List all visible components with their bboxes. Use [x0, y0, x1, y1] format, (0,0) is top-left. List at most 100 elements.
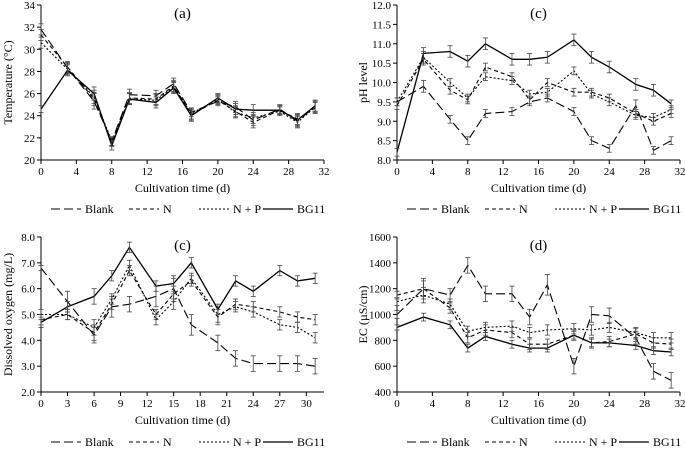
x-tick-label: 4 — [74, 166, 80, 178]
x-tick-label: 9 — [118, 398, 124, 410]
series-line — [40, 42, 316, 143]
series-line — [396, 56, 672, 118]
y-tick-label: 10.5 — [372, 58, 392, 70]
x-tick-label: 24 — [604, 398, 616, 410]
series-n — [394, 280, 674, 350]
y-tick-label: 8.0 — [21, 232, 35, 244]
x-axis-label: Cultivation time (d) — [491, 413, 586, 427]
series-n — [38, 265, 318, 341]
y-tick-label: 1000 — [369, 310, 392, 322]
y-tick-label: 12.0 — [372, 0, 392, 12]
series-blank — [38, 23, 318, 147]
y-tick-label: 32 — [24, 22, 35, 34]
legend-label: Blank — [441, 202, 470, 216]
x-tick-label: 0 — [394, 398, 400, 410]
x-tick-label: 4 — [430, 166, 436, 178]
chart-panel-3: 0 3 6 9 12 15 18 21 24 27 30 2.0 3.0 4.0 5.0 6.0 7.0 8.0 (… — [1, 232, 325, 449]
x-tick-label: 24 — [248, 166, 260, 178]
chart-panel-4: 0 4 8 12 16 20 24 28 32 400 600 800 1000 1200 1400 1600… — [356, 232, 685, 449]
legend-label: N — [519, 435, 528, 449]
legend-label: N — [163, 435, 172, 449]
legend-label: N — [163, 202, 172, 216]
y-tick-label: 1200 — [369, 284, 392, 296]
y-axis-label: EC (µS/cm) — [356, 286, 370, 344]
series-bg11 — [38, 64, 318, 151]
x-tick-label: 0 — [394, 166, 400, 178]
y-tick-label: 5.0 — [21, 310, 35, 322]
y-tick-label: 26 — [24, 89, 36, 101]
series-n — [38, 28, 318, 148]
chart-title: (d) — [530, 238, 548, 254]
series-blank — [394, 80, 674, 155]
x-tick-label: 3 — [65, 398, 71, 410]
x-tick-label: 28 — [639, 398, 651, 410]
legend-label: Blank — [85, 435, 114, 449]
x-tick-label: 4 — [430, 398, 436, 410]
x-tick-label: 20 — [568, 398, 580, 410]
y-axis-label: Dissolved oxygen (mg/L) — [1, 253, 15, 376]
series-n-p — [38, 259, 318, 344]
series-blank — [394, 257, 674, 389]
x-tick-label: 30 — [301, 398, 313, 410]
y-tick-label: 30 — [24, 44, 36, 56]
series-line — [396, 39, 672, 153]
x-tick-label: 21 — [221, 398, 232, 410]
y-tick-label: 28 — [24, 66, 36, 78]
chart-title: (c) — [174, 238, 191, 254]
x-tick-label: 15 — [168, 398, 180, 410]
x-tick-label: 28 — [283, 166, 295, 178]
series-bg11 — [38, 241, 318, 328]
y-tick-label: 800 — [375, 335, 392, 347]
x-tick-label: 24 — [604, 166, 616, 178]
y-tick-label: 1400 — [369, 258, 392, 270]
series-line — [40, 269, 316, 334]
series-line — [40, 246, 316, 323]
x-tick-label: 28 — [639, 166, 651, 178]
x-tick-label: 8 — [109, 166, 115, 178]
series-n — [394, 53, 674, 126]
x-tick-label: 16 — [533, 398, 545, 410]
legend-label: N + P — [233, 202, 261, 216]
series-bg11 — [394, 312, 674, 357]
legend: Blank N N + P BG11 — [51, 202, 325, 216]
series-n-p — [394, 51, 674, 122]
y-tick-label: 10.0 — [372, 78, 392, 90]
y-tick-label: 4.0 — [21, 335, 35, 347]
legend-label: BG11 — [653, 202, 681, 216]
y-tick-label: 9.5 — [377, 97, 391, 109]
y-tick-label: 20 — [24, 155, 36, 167]
x-tick-label: 32 — [675, 166, 685, 178]
y-axis-label: Temperature (°C) — [1, 40, 15, 124]
series-line — [40, 69, 316, 148]
chart-panel-1: 0 4 8 12 16 20 24 28 32 20 22 24 26 28 30 32 34 (a) Cultiv… — [1, 0, 330, 216]
x-tick-label: 27 — [274, 398, 286, 410]
y-tick-label: 11.5 — [372, 19, 391, 31]
legend-label: N + P — [589, 202, 617, 216]
x-axis-label: Cultivation time (d) — [135, 413, 230, 427]
legend-label: Blank — [441, 435, 470, 449]
x-axis-label: Cultivation time (d) — [491, 181, 586, 195]
y-tick-label: 6.0 — [21, 284, 35, 296]
y-tick-label: 9.0 — [377, 116, 391, 128]
legend-label: N + P — [589, 435, 617, 449]
series-bg11 — [394, 33, 674, 157]
x-tick-label: 6 — [91, 398, 97, 410]
y-tick-label: 2.0 — [21, 387, 35, 399]
series-blank — [38, 265, 318, 375]
x-tick-label: 12 — [142, 166, 153, 178]
x-tick-label: 16 — [177, 166, 189, 178]
x-tick-label: 12 — [498, 398, 509, 410]
x-tick-label: 8 — [465, 166, 471, 178]
chart-title: (c) — [530, 6, 547, 22]
series-line — [396, 288, 672, 345]
y-tick-label: 400 — [375, 387, 392, 399]
x-tick-label: 18 — [195, 398, 207, 410]
legend-label: Blank — [85, 202, 114, 216]
x-tick-label: 20 — [212, 166, 224, 178]
x-tick-label: 24 — [248, 398, 260, 410]
x-tick-label: 0 — [38, 166, 44, 178]
series-line — [396, 294, 672, 339]
y-axis-label: pH level — [356, 61, 370, 103]
x-tick-label: 20 — [568, 166, 580, 178]
